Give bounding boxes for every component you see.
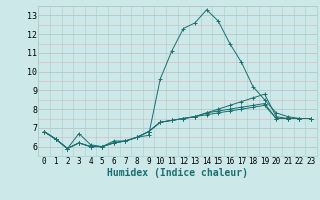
X-axis label: Humidex (Indice chaleur): Humidex (Indice chaleur) <box>107 168 248 178</box>
